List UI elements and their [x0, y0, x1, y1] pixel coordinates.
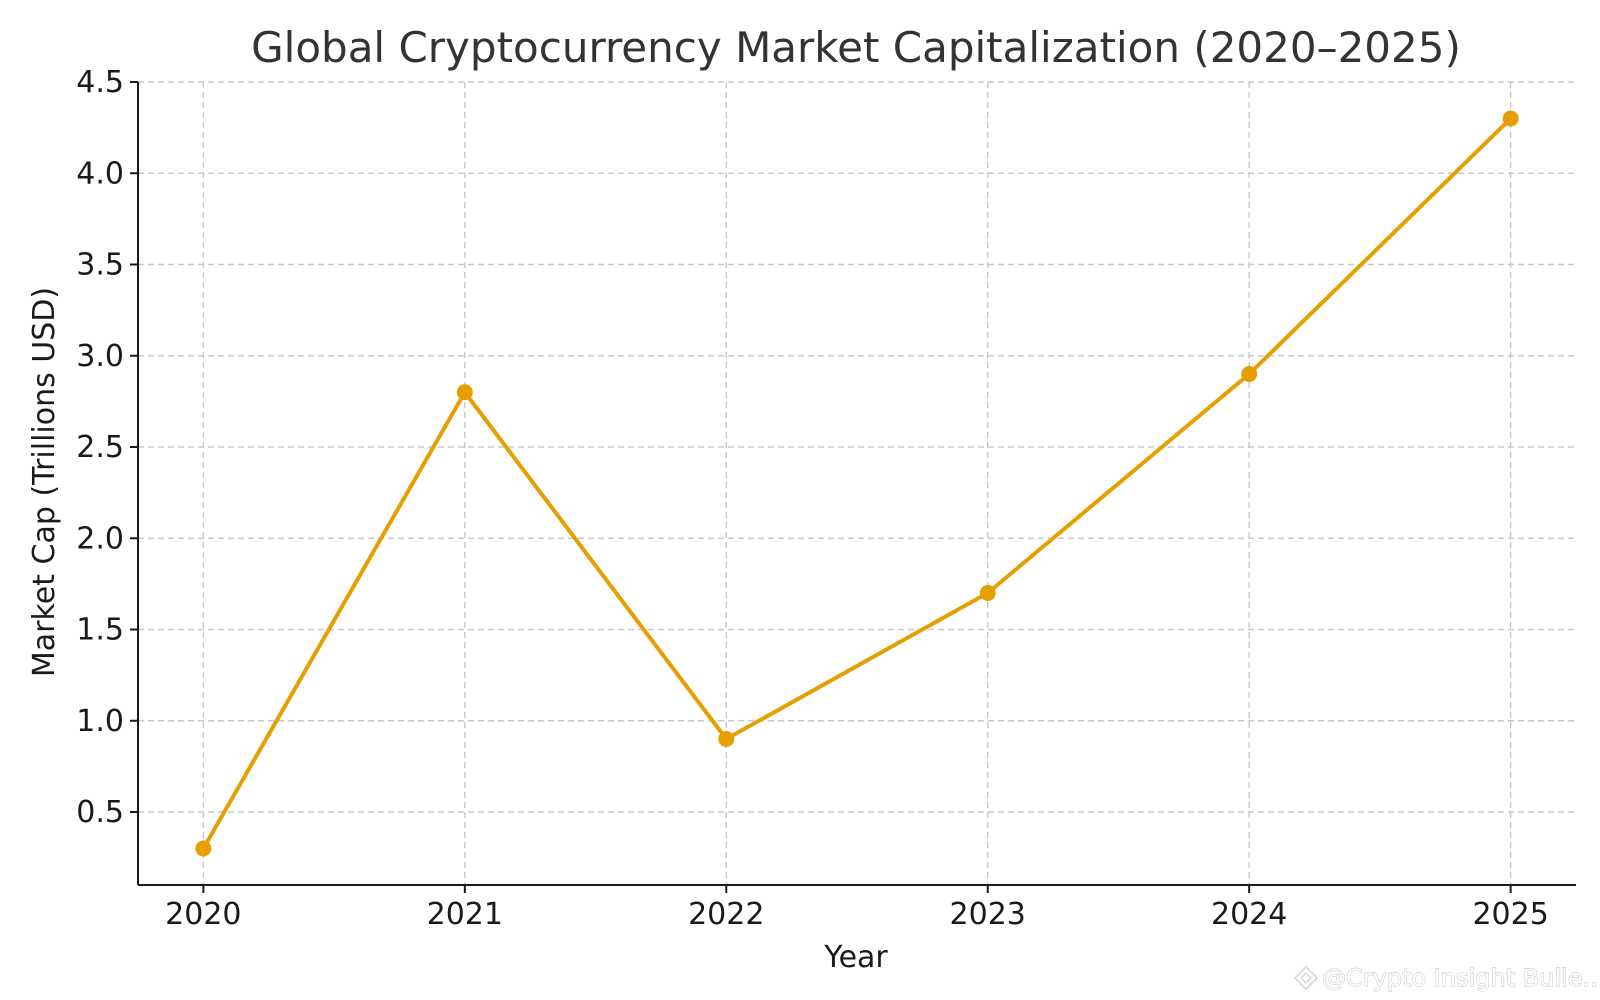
watermark-text: @Crypto Insight Bulle...: [1322, 964, 1600, 992]
axis-layer: [130, 81, 1576, 893]
watermark: @Crypto Insight Bulle...: [1293, 964, 1600, 992]
chart-title: Global Cryptocurrency Market Capitalizat…: [251, 23, 1461, 72]
x-tick-label-2025: 2025: [1472, 897, 1548, 932]
data-point-2024: [1241, 366, 1258, 382]
y-tick-label-1.0: 1.0: [76, 704, 124, 739]
x-tick-label-2021: 2021: [427, 897, 503, 932]
data-point-2022: [718, 731, 735, 747]
x-tick-label-2022: 2022: [688, 897, 764, 932]
x-tick-label-2023: 2023: [950, 897, 1026, 932]
y-tick-label-2.5: 2.5: [76, 430, 124, 465]
data-point-2020: [195, 840, 212, 857]
grid-layer: [138, 81, 1576, 885]
y-tick-label-3.5: 3.5: [76, 248, 124, 283]
data-point-2021: [456, 384, 473, 401]
x-tick-label-2024: 2024: [1211, 897, 1287, 932]
y-tick-label-4.0: 4.0: [76, 156, 124, 191]
y-tick-label-0.5: 0.5: [76, 795, 124, 830]
y-axis-label: Market Cap (Trillions USD): [27, 287, 62, 677]
diamond-logo-icon: [1293, 965, 1319, 991]
y-tick-label-4.5: 4.5: [76, 65, 124, 100]
x-tick-label-2020: 2020: [165, 897, 241, 932]
x-axis-label: Year: [823, 940, 888, 975]
data-point-2023: [979, 585, 996, 601]
series-line-1: [201, 116, 1513, 851]
y-tick-label-2.0: 2.0: [76, 521, 124, 556]
series-layer: [195, 110, 1519, 857]
data-point-2025: [1502, 110, 1519, 127]
y-tick-label-3.0: 3.0: [76, 339, 124, 374]
y-tick-label-1.5: 1.5: [76, 613, 124, 648]
tick-label-layer: 2020 2021 2022 2023 2024 2025 0.5 1.0 1.5 2.0 2.5 3…: [76, 65, 1549, 932]
